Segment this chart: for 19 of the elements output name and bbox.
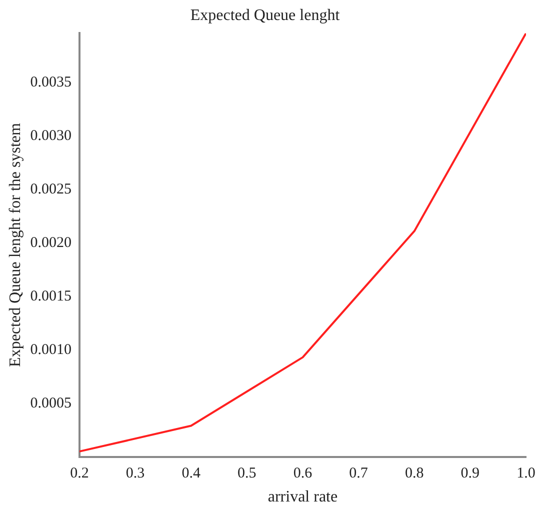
- y-tick-label: 0.0020: [30, 234, 72, 251]
- x-tick-label: 0.5: [238, 466, 256, 482]
- x-tick-label: 0.8: [404, 466, 424, 482]
- y-tick-label: 0.0035: [30, 74, 72, 90]
- x-tick-label: 1.0: [516, 466, 536, 482]
- x-tick-label: 0.3: [126, 466, 145, 482]
- x-axis-title: arrival rate: [268, 488, 338, 506]
- x-tick-label: 0.6: [293, 466, 313, 482]
- x-tick-label: 0.9: [460, 466, 480, 482]
- x-tick-label: 0.4: [182, 466, 201, 482]
- x-tick-label: 0.2: [70, 466, 89, 482]
- y-tick-label: 0.0025: [30, 181, 72, 198]
- y-tick-label: 0.0030: [30, 128, 72, 144]
- y-tick-label: 0.0010: [30, 342, 72, 358]
- y-tick-label: 0.0015: [30, 288, 72, 304]
- x-tick-label: 0.7: [349, 466, 368, 482]
- chart-title: Expected Queue lenght: [190, 6, 340, 24]
- y-tick-label: 0.0005: [30, 395, 72, 412]
- y-axis-title: Expected Queue lenght for the system: [6, 122, 24, 367]
